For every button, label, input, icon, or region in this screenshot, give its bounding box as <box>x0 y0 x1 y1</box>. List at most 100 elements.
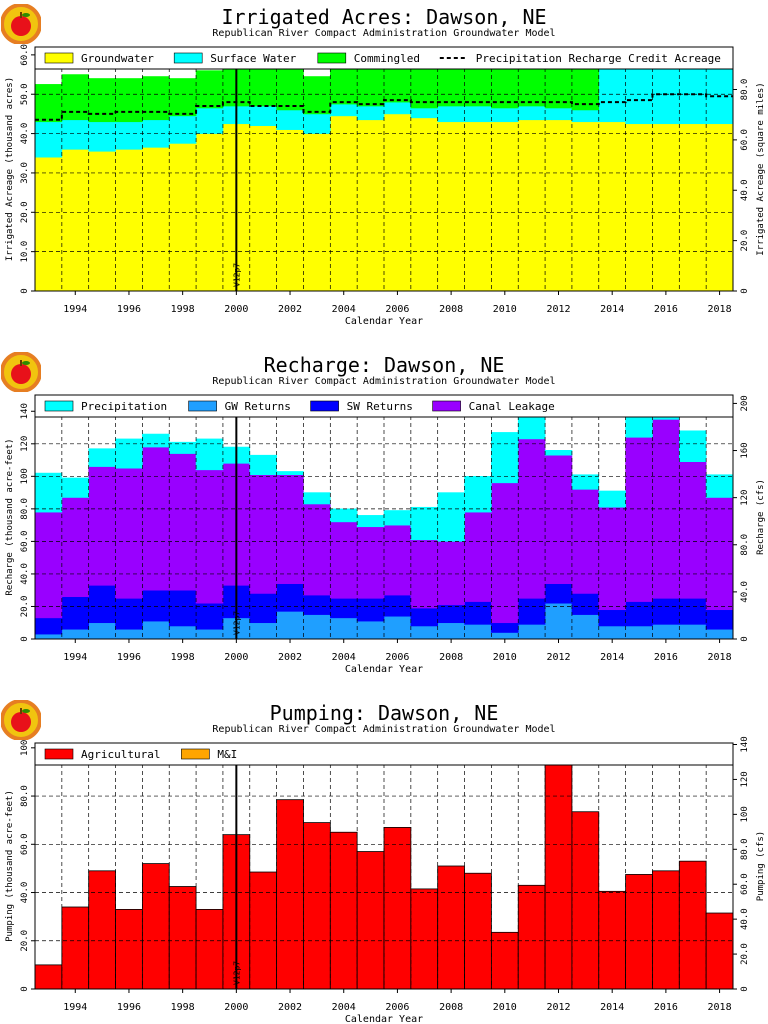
bar <box>303 822 331 990</box>
bar <box>571 811 600 990</box>
area-step <box>571 593 600 615</box>
area-step <box>303 503 331 596</box>
apple-logo-icon <box>1 700 41 740</box>
area-step <box>303 614 331 640</box>
area-step <box>437 622 465 640</box>
area-step <box>652 598 680 625</box>
x-tick-label: 1998 <box>171 304 195 315</box>
y-tick-label: 30.0 <box>20 162 30 184</box>
legend-swatch <box>432 400 461 412</box>
area-step <box>195 469 224 604</box>
area-step <box>410 625 438 640</box>
x-tick-label: 2002 <box>278 1002 302 1013</box>
y-right-tick-label: 40.0 <box>740 908 750 930</box>
x-tick-label: 2012 <box>546 652 570 663</box>
area-step <box>142 589 170 622</box>
area-step <box>598 506 626 611</box>
area-step <box>61 74 89 121</box>
y-tick-label: 0 <box>20 288 30 293</box>
chart-title: Irrigated Acres: Dawson, NE <box>221 5 546 29</box>
area-step <box>437 121 465 292</box>
area-step <box>276 611 304 640</box>
bar <box>652 870 680 990</box>
bar <box>437 865 465 990</box>
area-step <box>168 589 197 627</box>
area-step <box>517 417 546 440</box>
area-step <box>410 107 438 119</box>
area-step <box>34 121 63 158</box>
area-step <box>115 467 143 599</box>
x-axis-label: Calendar Year <box>345 316 423 327</box>
x-tick-label: 1998 <box>171 1002 195 1013</box>
bar <box>383 827 412 990</box>
area-step <box>168 453 197 591</box>
bar <box>195 909 224 990</box>
area-step <box>544 119 573 292</box>
area-step <box>705 123 734 292</box>
area-step <box>249 622 277 640</box>
area-step <box>195 70 224 109</box>
area-step <box>115 149 143 292</box>
area-step <box>142 446 170 591</box>
x-tick-label: 2002 <box>278 652 302 663</box>
x-tick-label: 2006 <box>385 652 409 663</box>
y-tick-label: 20.0 <box>20 930 30 952</box>
y-tick-label: 100 <box>20 468 30 484</box>
bar <box>249 871 278 990</box>
area-step <box>88 622 116 640</box>
x-tick-label: 2018 <box>708 652 732 663</box>
area-step <box>517 624 546 640</box>
area-step <box>437 541 465 606</box>
area-step <box>34 511 63 619</box>
area-step <box>705 474 734 498</box>
legend-label: Groundwater <box>81 52 154 65</box>
area-step <box>705 609 734 630</box>
legend-swatch <box>188 400 217 412</box>
chart-subtitle: Republican River Compact Administration … <box>212 376 555 387</box>
bar <box>464 872 492 990</box>
y-tick-label: 0 <box>20 636 30 641</box>
area-step <box>598 609 626 627</box>
area-step <box>330 508 358 523</box>
bar <box>625 874 653 990</box>
area-step <box>625 625 653 640</box>
y-right-tick-label: 140 <box>740 736 750 752</box>
area-step <box>383 594 412 617</box>
area-step <box>517 438 546 599</box>
y-tick-label: 0 <box>20 986 30 991</box>
area-step <box>356 119 385 292</box>
legend-swatch <box>44 52 74 64</box>
x-tick-label: 2002 <box>278 304 302 315</box>
area-step <box>330 103 358 117</box>
x-tick-label: 1996 <box>117 1002 141 1013</box>
area-step <box>544 107 573 121</box>
area-step <box>652 123 680 292</box>
area-step <box>249 105 277 127</box>
area-step <box>115 598 143 630</box>
area-step <box>517 105 546 121</box>
y-right-tick-label: 0 <box>740 986 750 991</box>
apple-logo-icon <box>1 4 41 44</box>
area-step <box>464 601 492 625</box>
area-step <box>356 620 385 640</box>
legend: Agricultural M&I <box>34 742 734 766</box>
area-step <box>356 526 385 599</box>
legend-label: SW Returns <box>347 400 413 413</box>
legend-swatch <box>317 52 347 64</box>
series-groundwater <box>34 113 734 292</box>
area-step <box>571 121 600 292</box>
x-tick-label: 2004 <box>332 1002 356 1013</box>
y-right-tick-label: 40.0 <box>740 179 750 201</box>
area-step <box>195 107 224 134</box>
area-step <box>705 497 734 611</box>
chart-title: Recharge: Dawson, NE <box>264 353 505 377</box>
y-right-tick-label: 60.0 <box>740 873 750 895</box>
area-step <box>34 617 63 635</box>
legend-label: Surface Water <box>210 52 296 65</box>
legend-box <box>34 394 734 418</box>
area-step <box>464 624 492 640</box>
x-tick-label: 2000 <box>224 652 248 663</box>
